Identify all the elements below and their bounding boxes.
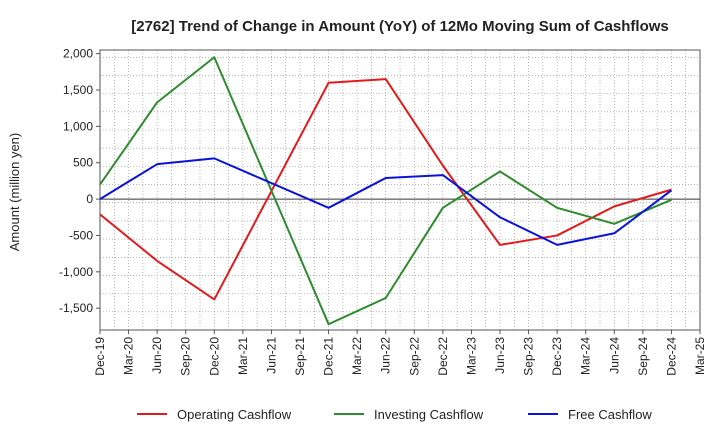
x-tick-label: Mar-24 (579, 337, 593, 375)
y-tick-label: 2,000 (63, 47, 93, 61)
x-tick-label: Dec-22 (436, 337, 450, 376)
operating-cashflow-line (99, 78, 672, 301)
x-tick-label: Jun-22 (379, 337, 393, 374)
y-tick-label: -1,500 (59, 301, 93, 315)
y-tick-label: -500 (69, 228, 93, 242)
x-tick-label: Dec-24 (664, 337, 678, 376)
axis-layer: -1,500 -1,000 -500 0 500 1,000 1,500 2,000 Dec-1… (59, 47, 707, 376)
x-tick-label: Sep-21 (293, 337, 307, 376)
x-tick-label: Mar-20 (122, 337, 136, 375)
legend-label-investing-cashflow: Investing Cashflow (374, 407, 484, 422)
x-tick-label: Jun-23 (493, 337, 507, 374)
investing-cashflow-line (99, 56, 672, 326)
free-cashflow-line (99, 157, 673, 246)
x-tick-label: Jun-21 (264, 337, 278, 374)
plot-frame (99, 49, 701, 331)
x-tick-label: Jun-24 (607, 337, 621, 374)
x-tick-label: Dec-20 (207, 337, 221, 376)
legend-label-operating-cashflow: Operating Cashflow (177, 407, 292, 422)
x-tick-label: Jun-20 (150, 337, 164, 374)
y-tick-label: 0 (86, 192, 93, 206)
legend-label-free-cashflow: Free Cashflow (568, 407, 652, 422)
x-tick-label: Mar-25 (693, 337, 707, 375)
y-axis-label: Amount (million yen) (7, 133, 22, 252)
x-tick-label: Dec-23 (550, 337, 564, 376)
x-tick-label: Dec-21 (322, 337, 336, 376)
y-tick-label: 1,500 (63, 83, 93, 97)
chart-title: [2762] Trend of Change in Amount (YoY) o… (131, 18, 669, 35)
x-tick-label: Sep-23 (522, 337, 536, 376)
y-tick-label: 1,000 (63, 119, 93, 133)
x-tick-label: Dec-19 (93, 337, 107, 376)
grid-layer (100, 50, 700, 330)
x-tick-label: Mar-22 (350, 337, 364, 375)
x-tick-label: Sep-22 (407, 337, 421, 376)
y-tick-label: 500 (73, 156, 93, 170)
legend: Operating Cashflow Investing Cashflow Free… (137, 407, 652, 422)
series-layer (99, 56, 673, 326)
x-tick-label: Sep-20 (179, 337, 193, 376)
x-tick-label: Mar-21 (236, 337, 250, 375)
x-tick-label: Mar-23 (464, 337, 478, 375)
y-tick-label: -1,000 (59, 265, 93, 279)
x-tick-label: Sep-24 (636, 337, 650, 376)
